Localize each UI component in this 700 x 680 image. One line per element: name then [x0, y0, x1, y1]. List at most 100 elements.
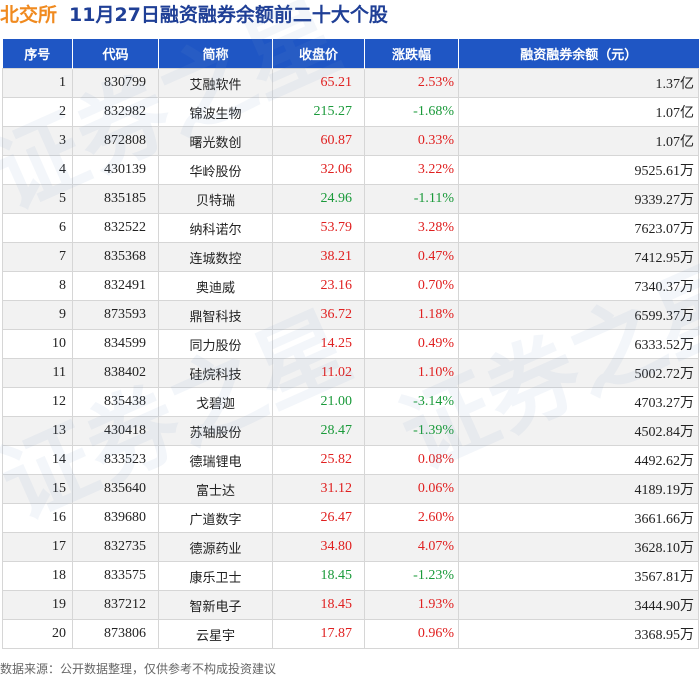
- column-header-name: 简称: [158, 39, 273, 69]
- cell-balance: 3567.81万: [458, 561, 699, 591]
- cell-change: 0.33%: [364, 126, 459, 156]
- cell-name: 连城数控: [158, 242, 273, 272]
- table-row: 2 832982 锦波生物 215.27 -1.68% 1.07亿: [2, 97, 699, 127]
- cell-change: 3.28%: [364, 213, 459, 243]
- table-row: 12 835438 戈碧迦 21.00 -3.14% 4703.27万: [2, 387, 699, 417]
- table-row: 20 873806 云星宇 17.87 0.96% 3368.95万: [2, 619, 699, 649]
- cell-name: 贝特瑞: [158, 184, 273, 214]
- cell-name: 锦波生物: [158, 97, 273, 127]
- cell-price: 17.87: [272, 619, 365, 649]
- cell-name: 富士达: [158, 474, 273, 504]
- cell-name: 德瑞锂电: [158, 445, 273, 475]
- table-row: 3 872808 曙光数创 60.87 0.33% 1.07亿: [2, 126, 699, 156]
- cell-balance: 9339.27万: [458, 184, 699, 214]
- cell-balance: 5002.72万: [458, 358, 699, 388]
- table-row: 11 838402 硅烷科技 11.02 1.10% 5002.72万: [2, 358, 699, 388]
- column-header-index: 序号: [2, 39, 73, 69]
- cell-code: 837212: [72, 590, 159, 620]
- cell-name: 同力股份: [158, 329, 273, 359]
- page-title: 北交所 11月27日融资融券余额前二十大个股: [0, 0, 700, 30]
- cell-code: 835640: [72, 474, 159, 504]
- table-row: 14 833523 德瑞锂电 25.82 0.08% 4492.62万: [2, 445, 699, 475]
- cell-index: 4: [2, 155, 73, 185]
- cell-name: 华岭股份: [158, 155, 273, 185]
- margin-balance-table: 序号 代码 简称 收盘价 涨跌幅 融资融券余额（元） 1 830799 艾融软件 65…: [2, 39, 699, 649]
- cell-code: 833575: [72, 561, 159, 591]
- cell-code: 430139: [72, 155, 159, 185]
- table-row: 4 430139 华岭股份 32.06 3.22% 9525.61万: [2, 155, 699, 185]
- cell-balance: 9525.61万: [458, 155, 699, 185]
- cell-code: 832491: [72, 271, 159, 301]
- cell-code: 835438: [72, 387, 159, 417]
- cell-balance: 6333.52万: [458, 329, 699, 359]
- cell-index: 19: [2, 590, 73, 620]
- data-source-note: 数据来源：公开数据整理，仅供参考不构成投资建议: [0, 662, 277, 676]
- cell-name: 康乐卫士: [158, 561, 273, 591]
- cell-price: 215.27: [272, 97, 365, 127]
- cell-change: -1.39%: [364, 416, 459, 446]
- cell-price: 11.02: [272, 358, 365, 388]
- cell-price: 26.47: [272, 503, 365, 533]
- cell-change: -1.11%: [364, 184, 459, 214]
- cell-code: 832735: [72, 532, 159, 562]
- cell-balance: 1.07亿: [458, 97, 699, 127]
- cell-change: 1.93%: [364, 590, 459, 620]
- cell-code: 833523: [72, 445, 159, 475]
- table-row: 13 430418 苏轴股份 28.47 -1.39% 4502.84万: [2, 416, 699, 446]
- title-heading: 11月27日融资融券余额前二十大个股: [69, 4, 388, 26]
- table-row: 5 835185 贝特瑞 24.96 -1.11% 9339.27万: [2, 184, 699, 214]
- cell-change: 0.08%: [364, 445, 459, 475]
- cell-change: 0.49%: [364, 329, 459, 359]
- cell-name: 苏轴股份: [158, 416, 273, 446]
- table-row: 18 833575 康乐卫士 18.45 -1.23% 3567.81万: [2, 561, 699, 591]
- cell-name: 智新电子: [158, 590, 273, 620]
- cell-code: 835185: [72, 184, 159, 214]
- cell-index: 18: [2, 561, 73, 591]
- cell-index: 9: [2, 300, 73, 330]
- cell-price: 60.87: [272, 126, 365, 156]
- market-label: 北交所: [0, 4, 58, 26]
- cell-name: 德源药业: [158, 532, 273, 562]
- cell-index: 14: [2, 445, 73, 475]
- cell-change: 1.10%: [364, 358, 459, 388]
- cell-change: 0.06%: [364, 474, 459, 504]
- column-header-code: 代码: [72, 39, 159, 69]
- table-row: 10 834599 同力股份 14.25 0.49% 6333.52万: [2, 329, 699, 359]
- cell-balance: 4703.27万: [458, 387, 699, 417]
- cell-code: 838402: [72, 358, 159, 388]
- cell-name: 纳科诺尔: [158, 213, 273, 243]
- column-header-change: 涨跌幅: [364, 39, 459, 69]
- cell-index: 1: [2, 68, 73, 98]
- cell-change: -3.14%: [364, 387, 459, 417]
- cell-change: 2.53%: [364, 68, 459, 98]
- cell-change: -1.68%: [364, 97, 459, 127]
- column-header-balance: 融资融券余额（元）: [458, 39, 699, 69]
- table-row: 17 832735 德源药业 34.80 4.07% 3628.10万: [2, 532, 699, 562]
- cell-price: 36.72: [272, 300, 365, 330]
- cell-price: 38.21: [272, 242, 365, 272]
- cell-price: 34.80: [272, 532, 365, 562]
- table-row: 16 839680 广道数字 26.47 2.60% 3661.66万: [2, 503, 699, 533]
- table-row: 8 832491 奥迪威 23.16 0.70% 7340.37万: [2, 271, 699, 301]
- cell-change: 0.96%: [364, 619, 459, 649]
- cell-balance: 4502.84万: [458, 416, 699, 446]
- cell-balance: 3628.10万: [458, 532, 699, 562]
- table-row: 15 835640 富士达 31.12 0.06% 4189.19万: [2, 474, 699, 504]
- column-header-price: 收盘价: [272, 39, 365, 69]
- cell-index: 6: [2, 213, 73, 243]
- cell-name: 广道数字: [158, 503, 273, 533]
- cell-balance: 7412.95万: [458, 242, 699, 272]
- cell-name: 戈碧迦: [158, 387, 273, 417]
- table-body: 1 830799 艾融软件 65.21 2.53% 1.37亿 2 832982 锦波生物 215…: [2, 68, 699, 649]
- cell-change: 2.60%: [364, 503, 459, 533]
- cell-code: 873593: [72, 300, 159, 330]
- cell-balance: 3444.90万: [458, 590, 699, 620]
- table-row: 19 837212 智新电子 18.45 1.93% 3444.90万: [2, 590, 699, 620]
- cell-index: 12: [2, 387, 73, 417]
- cell-price: 21.00: [272, 387, 365, 417]
- cell-code: 832522: [72, 213, 159, 243]
- cell-price: 18.45: [272, 590, 365, 620]
- table-row: 7 835368 连城数控 38.21 0.47% 7412.95万: [2, 242, 699, 272]
- cell-code: 430418: [72, 416, 159, 446]
- cell-index: 7: [2, 242, 73, 272]
